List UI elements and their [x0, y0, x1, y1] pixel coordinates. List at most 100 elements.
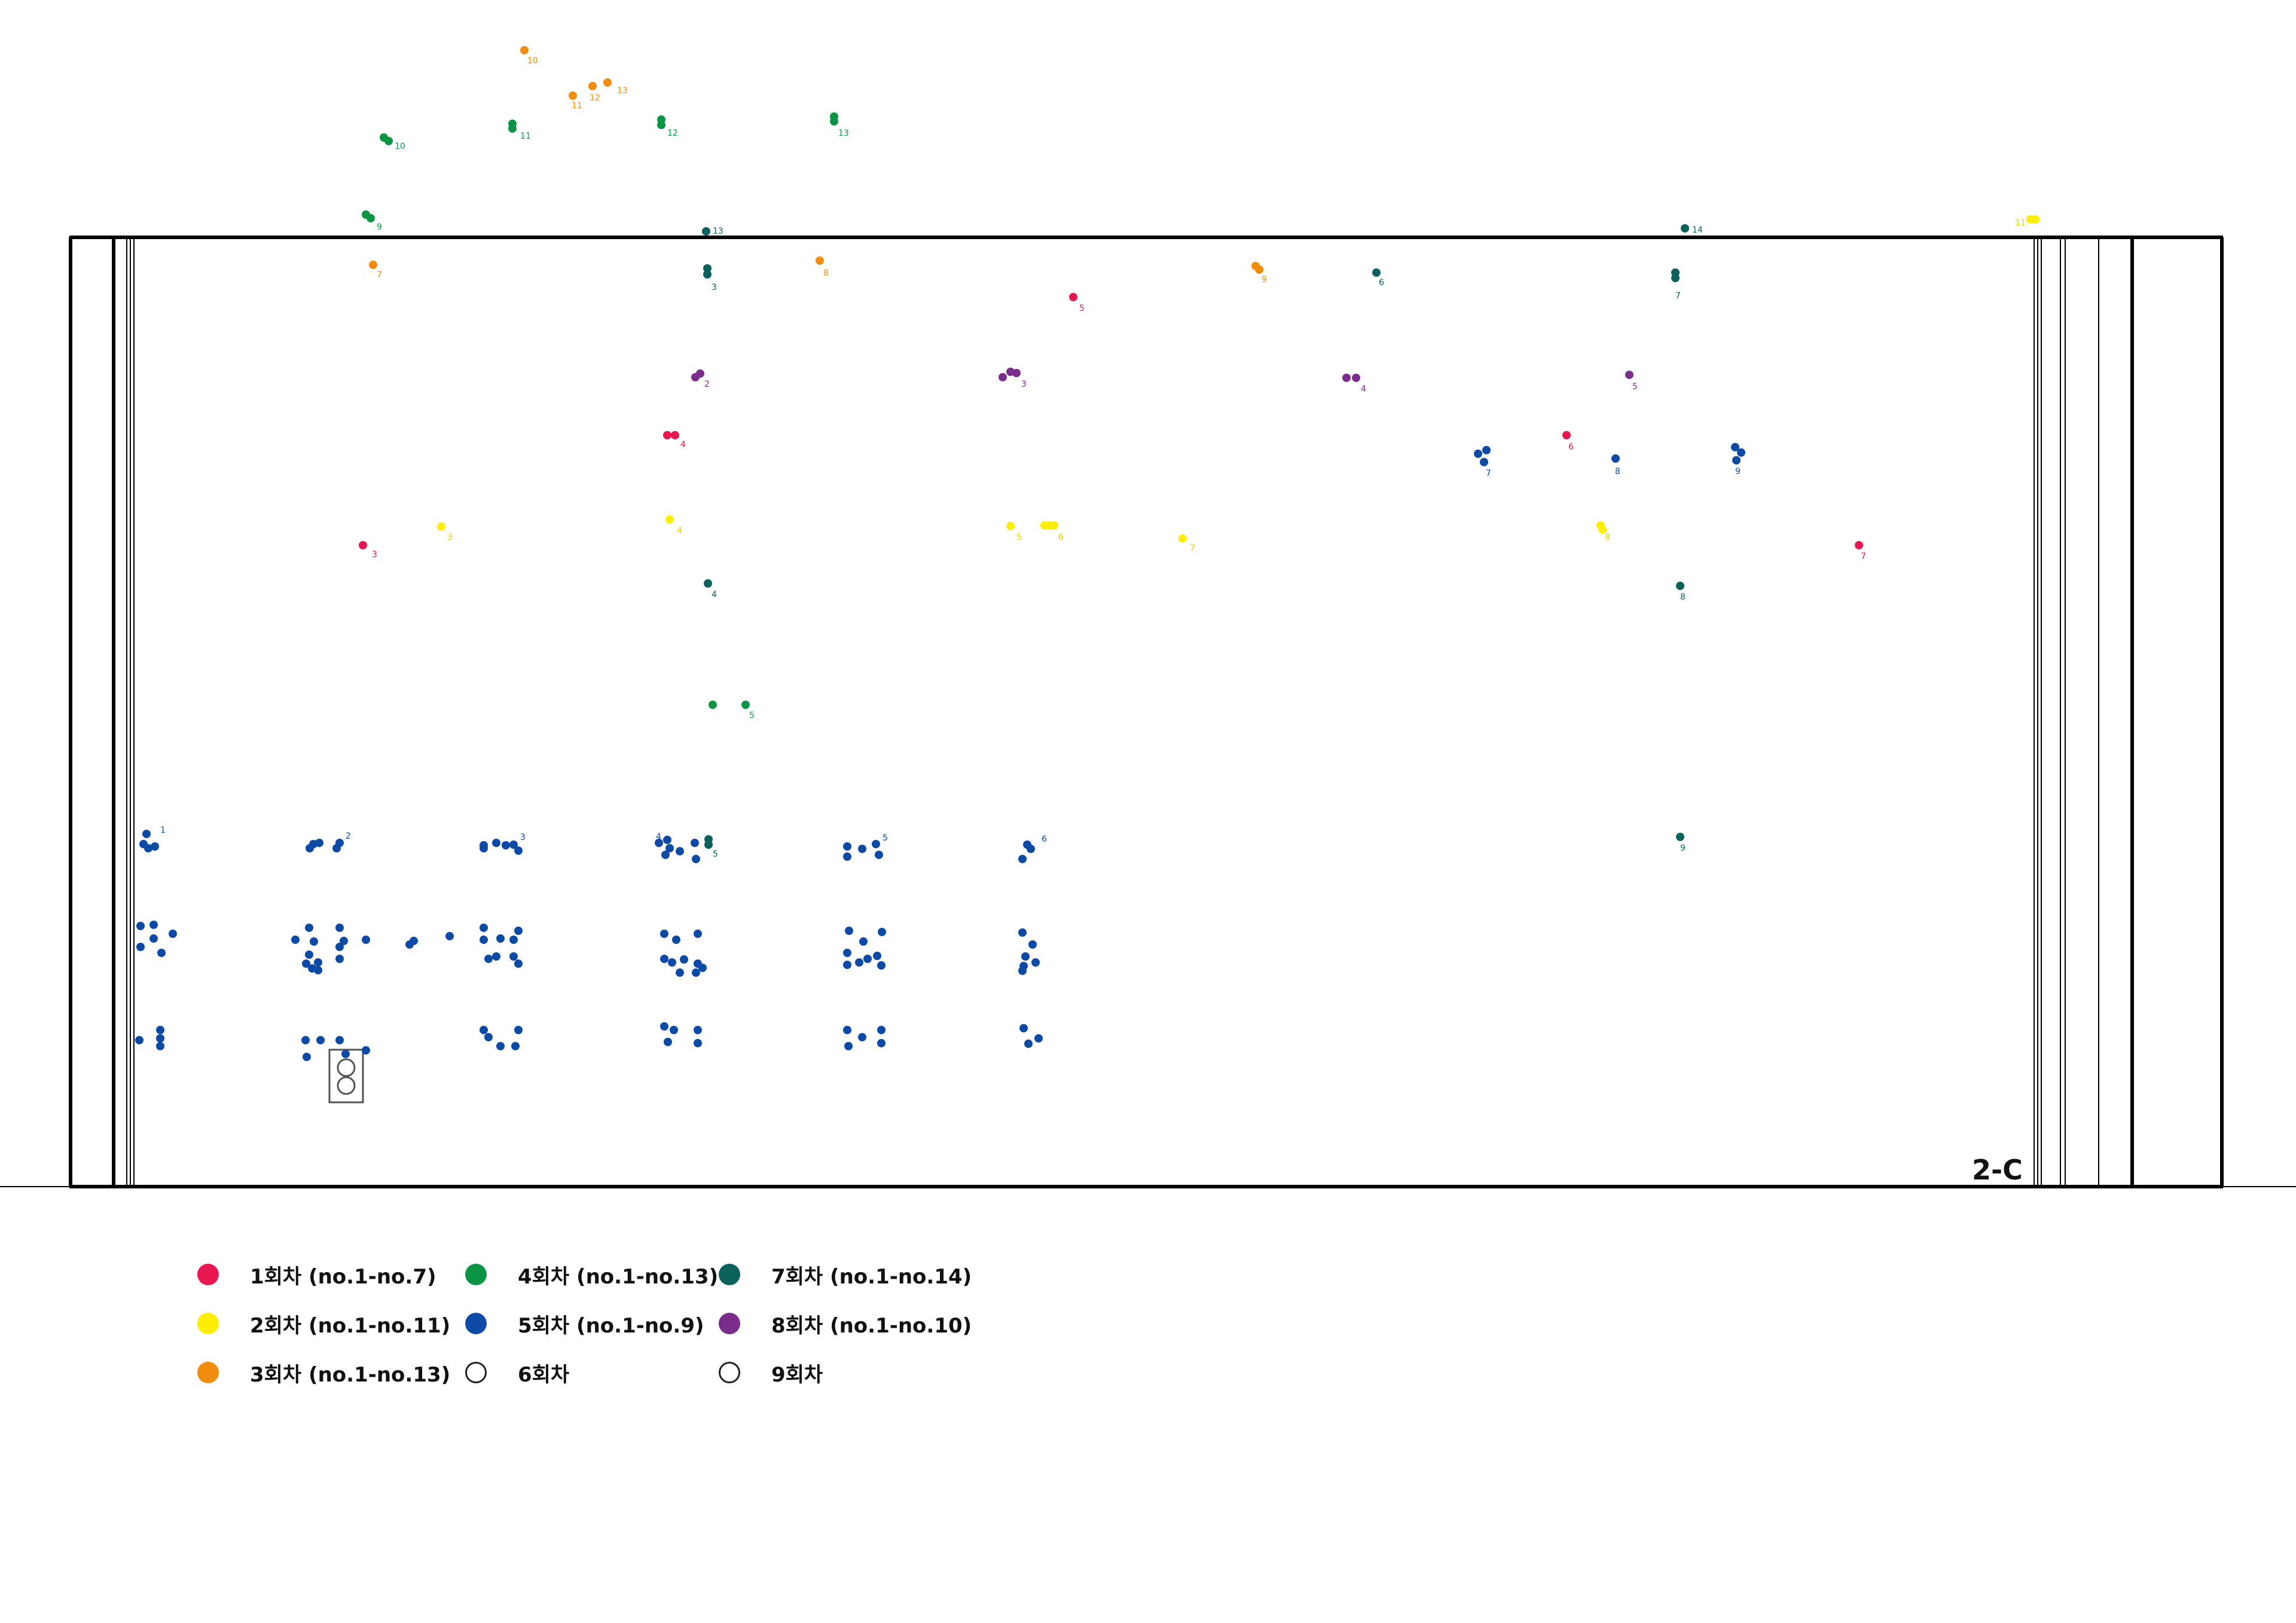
marker-dot: [1372, 268, 1381, 277]
marker-number-label: 9: [1262, 275, 1267, 285]
marker-dot: [514, 846, 523, 855]
marker-dot: [1178, 534, 1187, 543]
marker-dot: [704, 840, 713, 849]
marker-dot: [369, 261, 377, 269]
marker-number-label: 8: [823, 268, 829, 278]
marker-dot: [665, 844, 674, 852]
marker-dot: [1069, 293, 1077, 301]
marker-number-label: 8: [1615, 467, 1620, 476]
marker-dot: [509, 952, 518, 961]
legend-label: 3회차 (no.1-no.13): [250, 1362, 451, 1387]
marker-dot: [306, 844, 314, 852]
marker-dot: [480, 844, 488, 852]
marker-dot: [136, 922, 145, 930]
marker-dot: [484, 955, 493, 963]
marker-dot: [676, 968, 684, 977]
marker-dot: [151, 842, 159, 851]
marker-dot: [694, 1039, 702, 1047]
marker-number-label: 3: [1021, 380, 1027, 389]
marker-dot: [156, 1026, 164, 1034]
marker-number-label: 7: [1861, 552, 1866, 561]
legend-item: 5회차 (no.1-no.9): [465, 1310, 704, 1338]
marker-number-label: 13: [617, 86, 628, 96]
marker-dot: [588, 82, 597, 90]
marker-number-label: 5: [1079, 304, 1085, 313]
marker-dot: [340, 937, 348, 945]
marker-dot: [314, 958, 322, 967]
marker-number-label: 3: [447, 533, 453, 542]
marker-number-label: 12: [667, 129, 678, 138]
marker-dot: [660, 955, 668, 963]
marker-dot: [843, 949, 851, 957]
legend-swatch-icon: [719, 1264, 740, 1285]
marker-dot: [301, 1036, 310, 1044]
marker-dot: [496, 1042, 505, 1050]
marker-dot: [1024, 1040, 1033, 1048]
marker-dot: [508, 124, 517, 133]
marker-dot: [405, 940, 414, 949]
marker-dot: [156, 1042, 164, 1050]
legend-item: 9회차: [719, 1359, 823, 1387]
marker-dot: [877, 961, 886, 970]
marker-dot: [660, 930, 668, 938]
marker-dot: [1021, 952, 1030, 961]
legend-swatch-icon: [465, 1264, 487, 1285]
marker-number-label: 14: [1692, 225, 1703, 235]
marker-dot: [384, 137, 393, 145]
legend-item: 1회차 (no.1-no.7): [197, 1261, 436, 1289]
marker-dot: [999, 373, 1007, 381]
marker-dot: [2031, 215, 2039, 224]
marker-number-label: 4: [1361, 384, 1366, 394]
marker-dot: [843, 961, 851, 969]
legend-label: 4회차 (no.1-no.13): [518, 1264, 719, 1289]
marker-dot: [1676, 582, 1684, 590]
marker-dot: [692, 968, 700, 977]
marker-dot: [169, 930, 177, 938]
marker-dot: [660, 1022, 668, 1031]
legend-swatch-icon: [197, 1362, 219, 1383]
marker-dot: [665, 515, 674, 524]
legend-swatch-icon: [719, 1313, 740, 1334]
marker-number-label: 4: [680, 440, 686, 450]
marker-dot: [362, 1046, 370, 1055]
marker-dot: [694, 930, 702, 938]
marker-dot: [855, 958, 863, 967]
marker-dot: [1625, 371, 1634, 379]
marker-dot: [480, 936, 488, 944]
marker-number-label: 2: [704, 380, 710, 389]
marker-dot: [315, 839, 323, 847]
marker-dot: [1050, 521, 1058, 530]
marker-dot: [1732, 456, 1741, 464]
marker-number-label: 8: [1605, 533, 1610, 542]
marker-dot: [670, 1026, 678, 1034]
marker-dot: [492, 952, 500, 961]
marker-dot: [845, 927, 853, 935]
marker-dot: [844, 1042, 853, 1050]
marker-dot: [672, 936, 680, 944]
marker-number-label: 2: [346, 832, 351, 841]
marker-number-label: 3: [520, 833, 526, 842]
marker-number-label: 13: [838, 129, 849, 138]
marker-dot: [142, 830, 151, 838]
marker-dot: [671, 431, 679, 439]
marker-number-label: 11: [572, 101, 582, 111]
legend-swatch-icon: [197, 1264, 219, 1285]
marker-dot: [1031, 958, 1040, 967]
marker-dot: [692, 855, 700, 863]
marker-dot: [492, 839, 500, 847]
marker-dot: [830, 117, 838, 126]
legend-label: 9회차: [771, 1362, 823, 1387]
marker-dot: [863, 955, 872, 963]
marker-dot: [696, 369, 704, 378]
marker-dot: [1018, 967, 1027, 975]
marker-number-label: 6: [1379, 278, 1384, 288]
marker-number-label: 9: [377, 222, 382, 232]
marker-dot: [704, 579, 712, 588]
marker-dot: [520, 46, 529, 54]
marker-dot: [302, 959, 310, 968]
marker-number-label: 11: [2015, 218, 2026, 228]
legend-label: 7회차 (no.1-no.14): [771, 1264, 972, 1289]
marker-dot: [484, 1033, 493, 1041]
legend-label: 6회차: [518, 1362, 570, 1387]
marker-dot: [873, 952, 881, 960]
